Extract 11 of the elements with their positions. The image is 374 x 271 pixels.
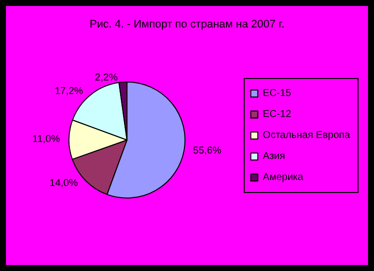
legend-label: ЕС-12: [262, 109, 292, 120]
data-label: 17,2%: [54, 86, 84, 98]
data-label: 2,2%: [94, 72, 118, 84]
legend-label: Азия: [262, 151, 286, 162]
legend-label: Остальная Европа: [262, 130, 350, 141]
data-label: 14,0%: [50, 178, 78, 190]
data-label: 55,6%: [193, 145, 222, 156]
legend-label: Америка: [262, 172, 304, 183]
data-label: 11,0%: [32, 134, 60, 146]
legend-label: ЕС-15: [262, 88, 292, 99]
chart-title: Рис. 4. - Импорт по странам на 2007 г.: [90, 18, 284, 30]
